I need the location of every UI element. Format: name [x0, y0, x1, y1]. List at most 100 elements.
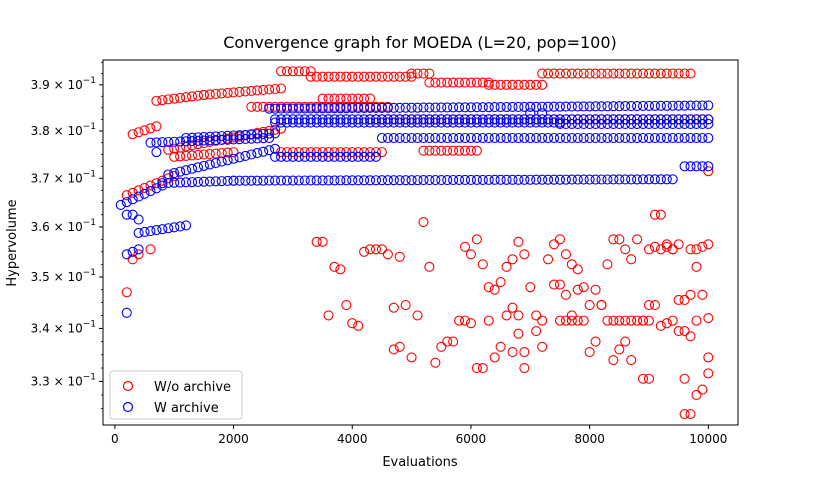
data-point	[275, 114, 287, 125]
data-point	[299, 66, 310, 77]
data-point	[192, 176, 203, 187]
data-point	[596, 68, 607, 79]
data-point	[489, 114, 500, 125]
data-point	[228, 130, 239, 141]
data-point	[525, 101, 536, 112]
data-point	[578, 282, 589, 293]
plot-area	[102, 59, 739, 426]
data-point	[632, 174, 643, 185]
data-point	[145, 180, 156, 191]
data-point	[572, 114, 583, 125]
data-point	[287, 114, 298, 125]
data-point	[222, 130, 233, 141]
data-point	[204, 159, 215, 170]
data-point	[305, 117, 316, 128]
data-point	[454, 145, 465, 156]
data-point	[341, 114, 352, 125]
data-point	[448, 132, 459, 144]
data-point	[590, 336, 601, 347]
data-point	[436, 174, 447, 186]
data-point	[691, 132, 702, 144]
y-axis: 3.3 × 10−1 3.4 × 10−1 3.5 × 10−1 3.6 × 10−1…	[31, 61, 103, 409]
data-point	[637, 373, 649, 384]
data-point	[537, 315, 548, 326]
data-point	[299, 151, 310, 162]
data-point	[572, 264, 583, 275]
data-point	[626, 254, 637, 265]
data-point	[121, 209, 132, 220]
data-point	[335, 103, 346, 114]
data-point	[703, 312, 714, 324]
data-point	[519, 117, 530, 128]
data-point	[186, 150, 198, 161]
data-point	[632, 234, 643, 245]
data-point	[685, 244, 696, 255]
data-point	[548, 239, 560, 250]
data-point	[394, 175, 405, 186]
data-point	[448, 336, 459, 347]
data-point	[459, 102, 471, 113]
data-point	[667, 244, 678, 255]
data-point	[157, 137, 168, 148]
data-point	[145, 186, 156, 197]
data-point	[673, 239, 684, 250]
data-point	[459, 132, 471, 144]
data-point	[347, 71, 358, 82]
data-point	[163, 94, 174, 105]
data-point	[382, 102, 393, 113]
data-point	[442, 77, 453, 88]
data-point	[554, 68, 566, 79]
data-point	[370, 71, 382, 82]
data-point	[216, 176, 227, 187]
data-point	[643, 100, 655, 111]
data-point	[661, 132, 672, 144]
data-point	[507, 132, 518, 144]
data-point	[495, 341, 506, 352]
data-point	[382, 249, 393, 260]
data-point	[133, 214, 144, 225]
data-point	[305, 151, 316, 162]
data-point	[139, 125, 150, 136]
data-point	[258, 101, 269, 112]
data-point	[252, 85, 263, 96]
data-point	[608, 68, 619, 79]
data-point	[246, 101, 257, 112]
data-point	[459, 117, 471, 128]
data-point	[430, 175, 441, 186]
data-point	[643, 174, 655, 185]
data-point	[424, 261, 435, 272]
data-point	[495, 276, 506, 288]
data-point	[406, 117, 417, 128]
data-point	[608, 234, 619, 245]
data-point	[169, 143, 180, 154]
data-point	[406, 102, 417, 113]
data-point	[287, 103, 298, 114]
data-point	[127, 129, 138, 140]
data-point	[418, 216, 429, 228]
data-point	[513, 114, 524, 125]
data-point	[465, 77, 476, 88]
data-point	[430, 77, 441, 88]
data-point	[560, 114, 571, 125]
data-point	[661, 241, 672, 252]
data-point	[513, 101, 524, 112]
data-point	[157, 180, 168, 191]
data-point	[430, 357, 441, 368]
data-point	[353, 114, 364, 125]
y-tick-label: 3.3 × 10−1	[31, 372, 96, 388]
data-point	[566, 114, 577, 125]
data-point	[335, 114, 346, 125]
data-point	[459, 315, 471, 326]
data-point	[418, 117, 429, 128]
data-point	[602, 259, 613, 270]
data-point	[566, 68, 577, 79]
data-point	[341, 175, 352, 186]
data-point	[608, 354, 619, 366]
data-point	[691, 261, 702, 272]
x-axis-label: Evaluations	[382, 455, 458, 470]
data-point	[430, 114, 441, 125]
data-point	[697, 384, 708, 395]
data-point	[602, 68, 613, 79]
data-point	[649, 241, 660, 252]
data-point	[430, 117, 441, 128]
